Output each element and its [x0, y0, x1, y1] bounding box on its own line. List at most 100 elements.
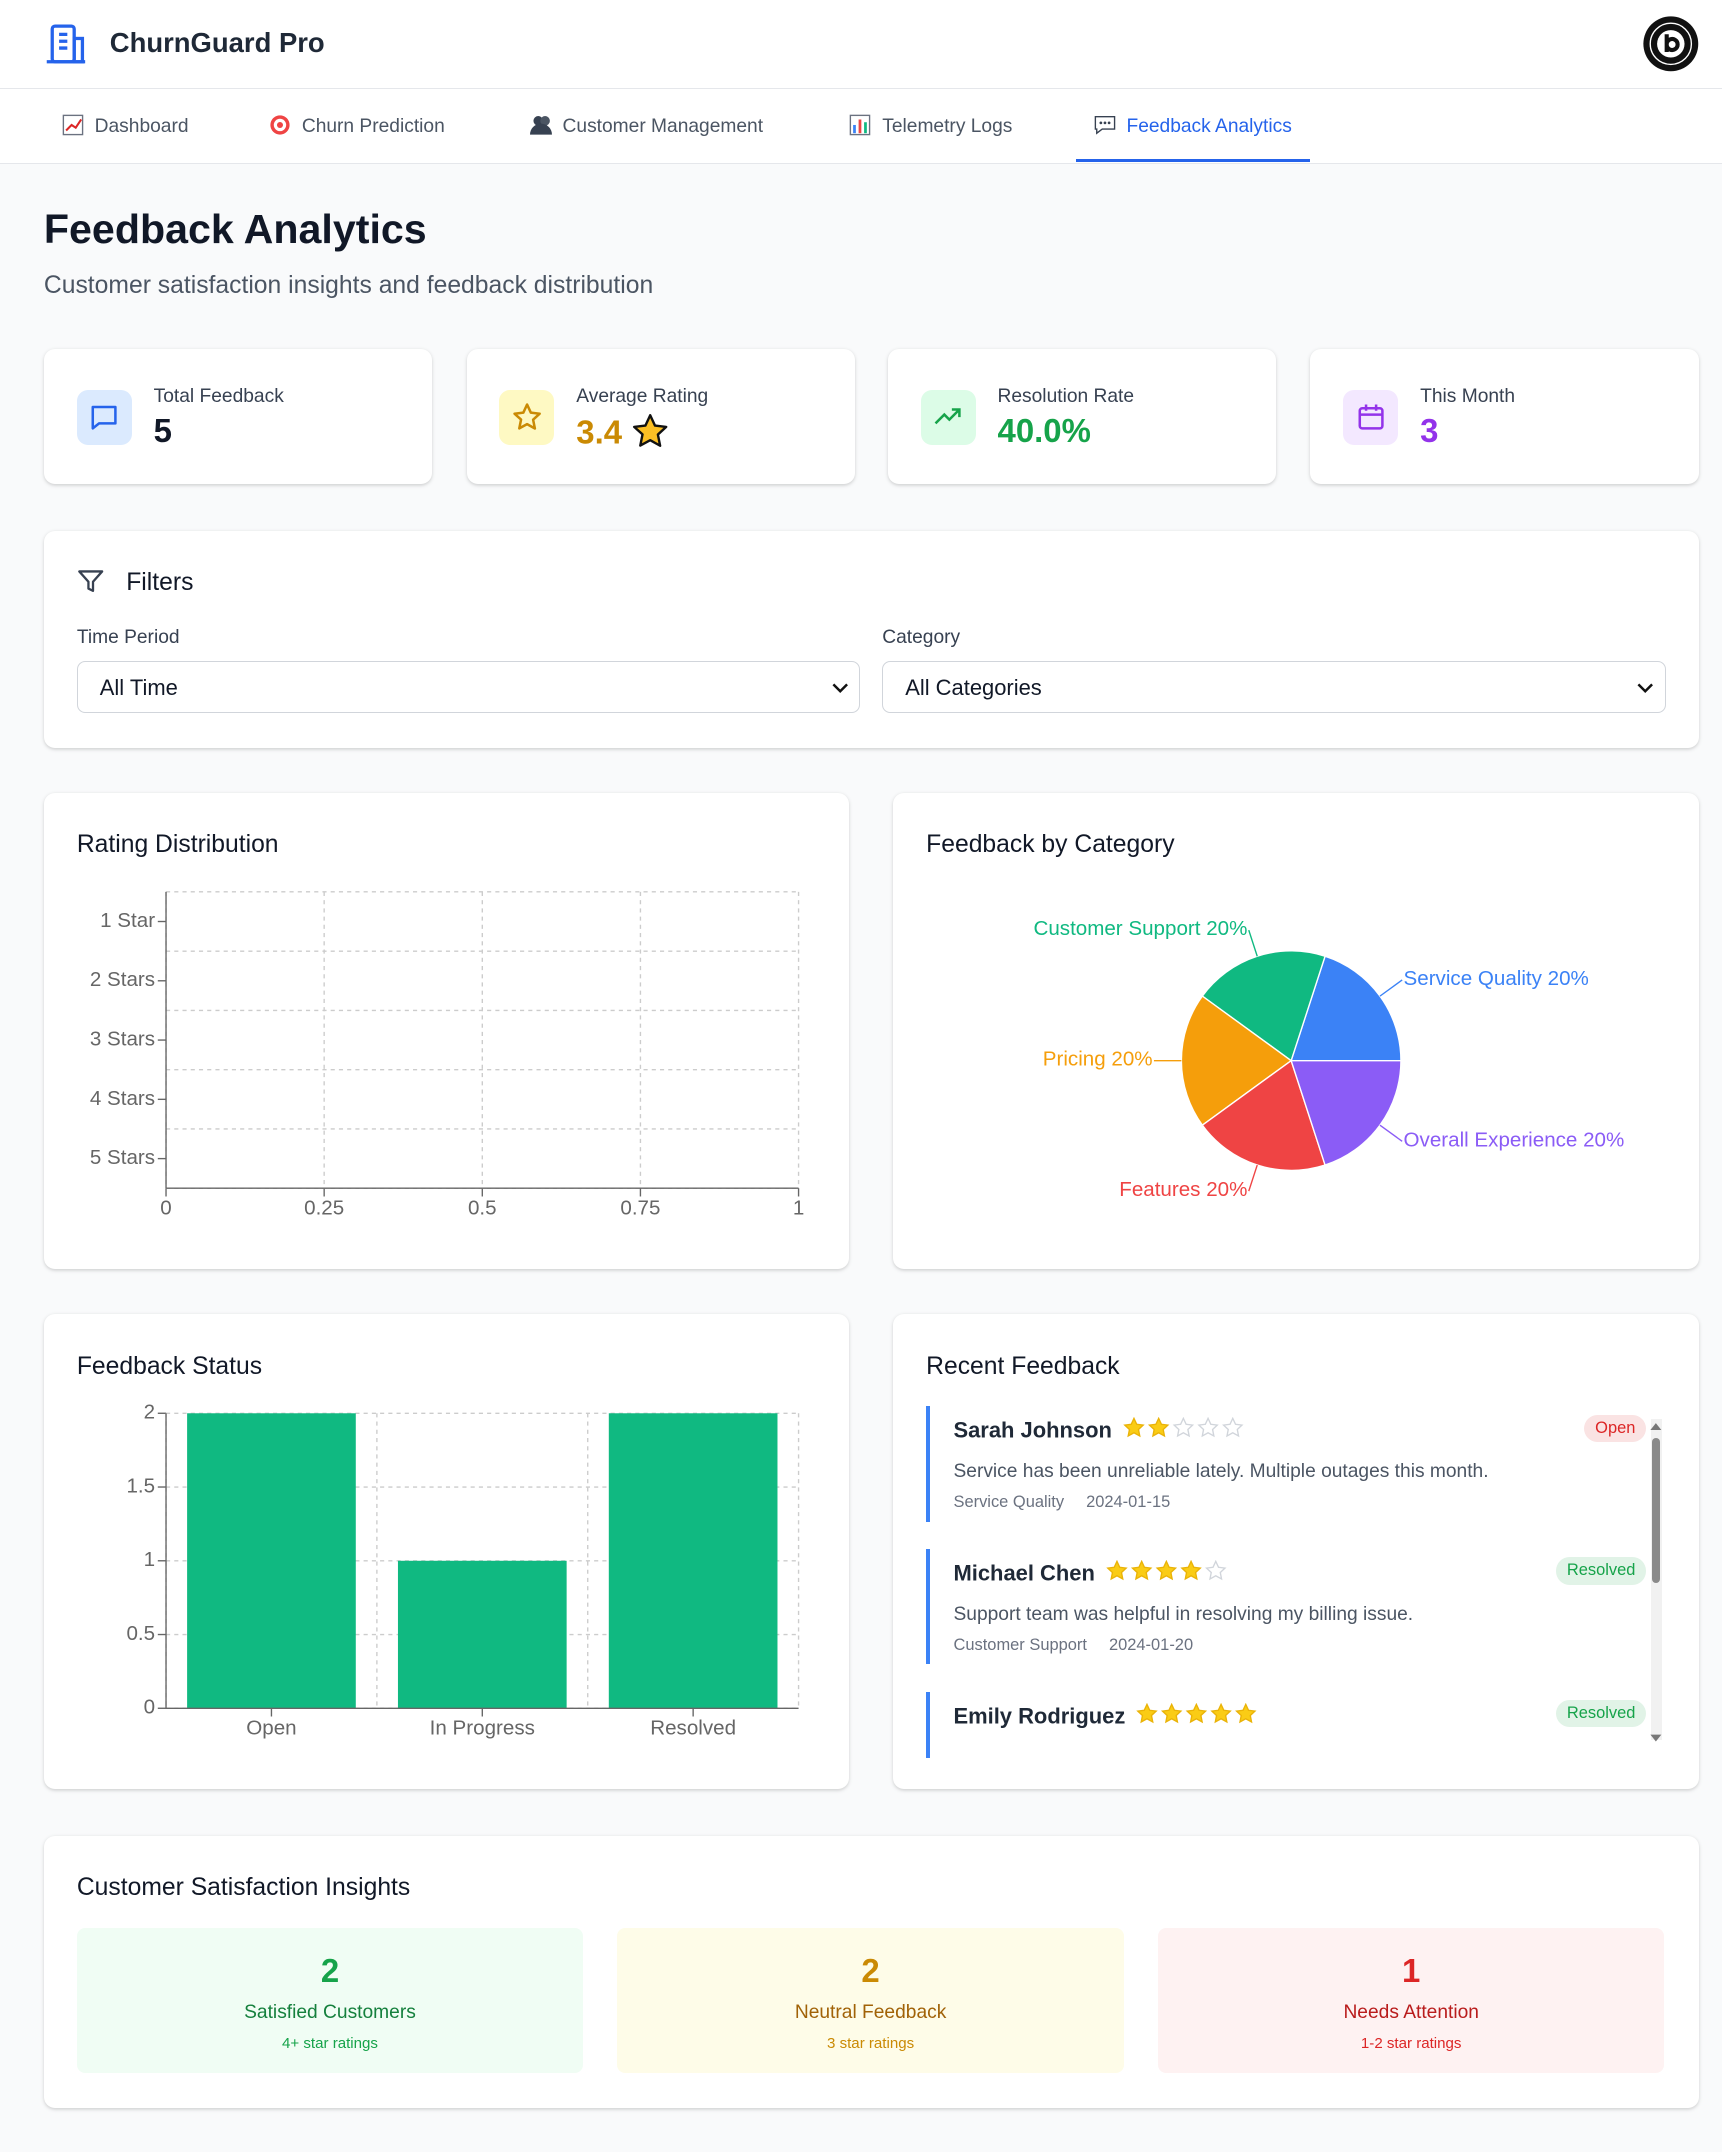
tab-icon [270, 115, 290, 135]
star [1235, 1702, 1257, 1723]
insight-note: 4+ star ratings [281, 2034, 378, 2052]
customer-name: Emily Rodriguez [953, 1703, 1126, 1729]
insight-box: 1 Needs Attention 1-2 star ratings [1158, 1927, 1665, 2074]
feedback-name: Michael Chen [953, 1560, 1229, 1587]
chart-title: Feedback by Category [926, 831, 1175, 859]
star [1180, 1560, 1202, 1581]
tab-label: Customer Management [562, 115, 764, 137]
feedback-list[interactable]: Sarah Johnson Open Service has been unreli… [926, 1406, 1650, 1758]
logo-icon [46, 24, 86, 64]
feedback-category: Customer Support [953, 1635, 1087, 1654]
stat-card: This Month 3 [1310, 348, 1699, 485]
feedback-item: Sarah Johnson Open Service has been unreli… [926, 1406, 1647, 1522]
tab-icon [62, 114, 84, 136]
stat-card: Resolution Rate 40.0% [887, 348, 1277, 485]
star [1130, 1560, 1153, 1581]
page-title: Feedback Analytics [43, 205, 427, 252]
card-title: Recent Feedback [926, 1352, 1120, 1380]
insight-value: 1 [1402, 1952, 1421, 1990]
chevron [1637, 683, 1654, 693]
category-select[interactable]: All Categories [882, 661, 1666, 714]
stat-value: 5 [153, 411, 172, 449]
tab-icon [850, 114, 871, 136]
stat-icon [1343, 389, 1399, 445]
chart-card: Feedback Status [43, 1314, 850, 1790]
feedback-name: Emily Rodriguez [953, 1702, 1259, 1730]
filters-card: Filters Time Period Category All Time Al… [43, 531, 1699, 748]
nav-tab[interactable]: Dashboard [62, 114, 189, 138]
recent-feedback-card: Recent Feedback Sarah Johnson Open Service… [893, 1314, 1699, 1790]
stat-label: This Month [1420, 385, 1516, 407]
feedback-meta: Customer Support 2024-01-20 [953, 1636, 1193, 1655]
star [1161, 1702, 1183, 1723]
star [1197, 1417, 1219, 1438]
star [1123, 1417, 1145, 1438]
stat-icon [499, 389, 555, 445]
stat-value: 3 [1420, 411, 1439, 449]
tab-icon [529, 115, 552, 135]
stat-icon [920, 389, 976, 445]
insight-box: 2 Neutral Feedback 3 star ratings [617, 1927, 1124, 2074]
tab-label: Dashboard [94, 115, 189, 137]
chart-card: Feedback by Category [893, 793, 1699, 1270]
stat-card: Total Feedback 5 [43, 348, 433, 485]
stat-value: 40.0% [997, 411, 1091, 449]
feedback-item: Emily Rodriguez Resolved [926, 1691, 1647, 1758]
status-badge: Open [1584, 1414, 1647, 1442]
star-rating [1106, 1560, 1227, 1581]
active-tab-indicator [1075, 159, 1311, 162]
scrollbar-thumb[interactable] [1652, 1437, 1661, 1584]
stat-label: Average Rating [576, 385, 709, 407]
stat-label: Total Feedback [153, 385, 284, 407]
status-badge: Resolved [1555, 1700, 1647, 1728]
select-value: All Time [99, 675, 178, 701]
filters-title: Filters [126, 569, 194, 597]
select-value: All Categories [905, 675, 1042, 701]
star-icon [633, 413, 668, 447]
insight-value: 2 [861, 1952, 880, 1990]
tab-label: Feedback Analytics [1126, 115, 1292, 137]
feedback-category: Service Quality [953, 1492, 1065, 1511]
feedback-text: Support team was helpful in resolving my… [953, 1603, 1414, 1625]
feedback-date: 2024-01-15 [1086, 1492, 1171, 1511]
star [1210, 1702, 1233, 1723]
star [1204, 1560, 1227, 1581]
stat-value: 3.4 [576, 412, 669, 452]
feedback-text: Service has been unreliable lately. Mult… [953, 1461, 1489, 1483]
chart-title: Feedback Status [76, 1352, 263, 1380]
filter-label: Category [882, 627, 961, 649]
chevron [832, 683, 848, 693]
header: ChurnGuard Pro [0, 0, 1722, 89]
insight-box: 2 Satisfied Customers 4+ star ratings [76, 1927, 584, 2074]
nav-tab[interactable]: Feedback Analytics [1094, 114, 1292, 138]
star [1155, 1560, 1177, 1581]
nav-tab[interactable]: Customer Management [529, 114, 764, 138]
filter-label: Time Period [76, 627, 180, 649]
avatar[interactable] [1642, 15, 1700, 73]
customer-name: Sarah Johnson [953, 1417, 1112, 1443]
star [1172, 1417, 1195, 1438]
nav-tab[interactable]: Telemetry Logs [849, 114, 1012, 138]
customer-name: Michael Chen [953, 1560, 1095, 1586]
stat-card: Average Rating 3.4 [466, 348, 855, 485]
app-name: ChurnGuard Pro [109, 27, 325, 59]
time-select[interactable]: All Time [76, 661, 861, 714]
feedback-name: Sarah Johnson [953, 1417, 1246, 1444]
tab-icon [1094, 115, 1115, 135]
page-subtitle: Customer satisfaction insights and feedb… [43, 271, 654, 299]
insight-value: 2 [320, 1952, 340, 1990]
feedback-date: 2024-01-20 [1108, 1635, 1194, 1654]
star [1106, 1560, 1128, 1581]
tab-label: Telemetry Logs [882, 115, 1013, 137]
chart-title: Rating Distribution [76, 831, 279, 859]
nav-bar: Dashboard Churn Prediction Customer Mana… [0, 89, 1722, 165]
tab-label: Churn Prediction [301, 115, 445, 137]
insights-card: Customer Satisfaction Insights 2 Satisfie… [43, 1835, 1699, 2108]
nav-tab[interactable]: Churn Prediction [269, 114, 445, 138]
star [1147, 1417, 1170, 1438]
insight-label: Neutral Feedback [794, 2001, 947, 2023]
insight-note: 1-2 star ratings [1360, 2034, 1462, 2052]
feedback-item: Michael Chen Resolved Support team was hel… [926, 1549, 1647, 1665]
